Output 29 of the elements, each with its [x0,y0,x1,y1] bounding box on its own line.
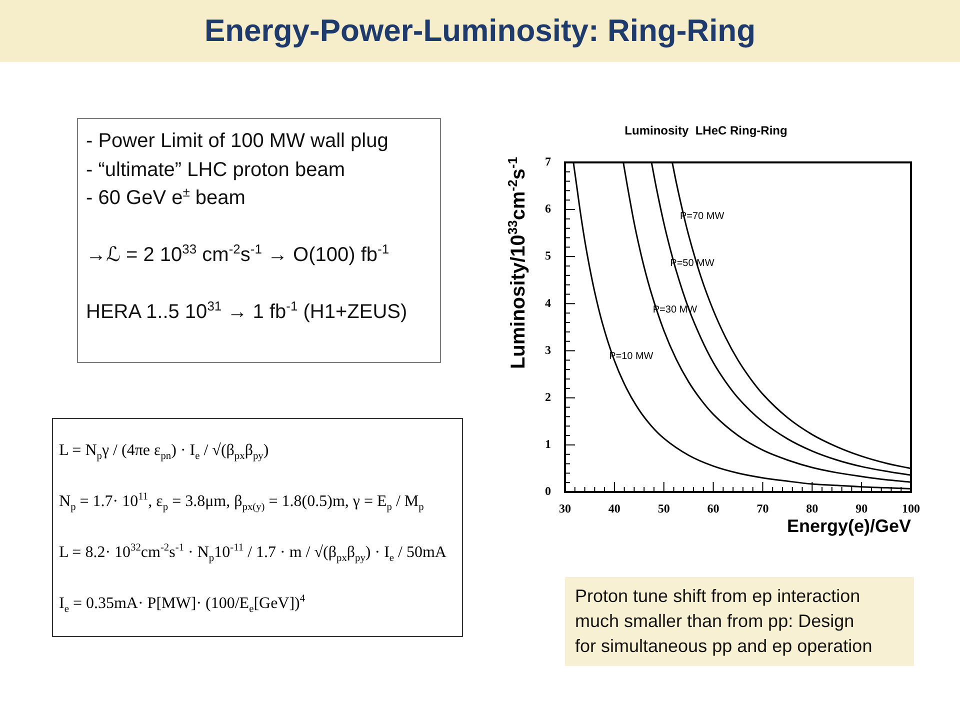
x-tick-label: 100 [902,501,920,516]
y-tick-label: 2 [545,390,551,404]
text: - Power Limit of 100 MW wall plug [86,129,390,154]
y-tick-label: 3 [545,342,551,357]
x-tick-label: 60 [707,501,720,516]
text: - 60 GeV e$^{±}$ beam [86,184,246,211]
text: →ℒ = 2 10$^{33}$ cm$^{-2}$s$^{-1}$ → O(100) fb$^{-1}$ [86,241,390,268]
x-tick-label: 50 [658,501,670,516]
chart-subtitle: Luminosity LHeC Ring-Ring [624,124,788,138]
text: - “ultimate” LHC proton beam [86,158,346,182]
x-tick-label: 90 [856,501,868,516]
text: Proton tune shift from ep interaction much smaller than from pp: Design for simultaneous pp and ep operation [575,585,874,658]
y-tick-label: 7 [545,154,551,168]
text: L = 8.2· 10$^{32}$cm$^{-2}$s$^{-1}$ · N$_{p}$10$^{-11}$ / 1.7 · m / √(β$_{px}$β$_{py}$) · I$_{e}$ / 50mA [59,542,446,564]
text: N$_{p}$ = 1.7· 10$^{11}$, ε$_{p}$ = 3.8μm, β$_{px(y)}$ = 1.8(0.5)m, γ = E$_{p}$ / M$_{p}$ [59,492,424,514]
y-tick-label: 5 [545,248,551,263]
x-tick-label: 30 [559,501,571,516]
x-tick-label: 40 [608,501,620,516]
y-tick-label: 4 [545,296,551,310]
text: HERA 1..5 10$^{31}$ → 1 fb$^{-1}$ (H1+ZEUS) [86,298,408,325]
text: L = N$_{p}$γ / (4πe ε$_{pn}$) · I$_{e}$ / √(β$_{px}$β$_{py}$) [59,442,269,462]
y-tick-label: 1 [545,437,551,452]
x-tick-label: 80 [806,501,818,516]
x-axis-title: Energy(e)/GeV [786,516,911,536]
y-tick-label: 0 [545,484,551,498]
text: I$_{e}$ = 0.35mA· P[MW]· (100/E$_{e}$[GeV])$^{4}$ [59,594,306,616]
y-tick-label: 6 [545,202,551,216]
x-tick-label: 70 [756,501,769,516]
chart-title: Energy-Power-Luminosity: Ring-Ring [0,0,960,62]
